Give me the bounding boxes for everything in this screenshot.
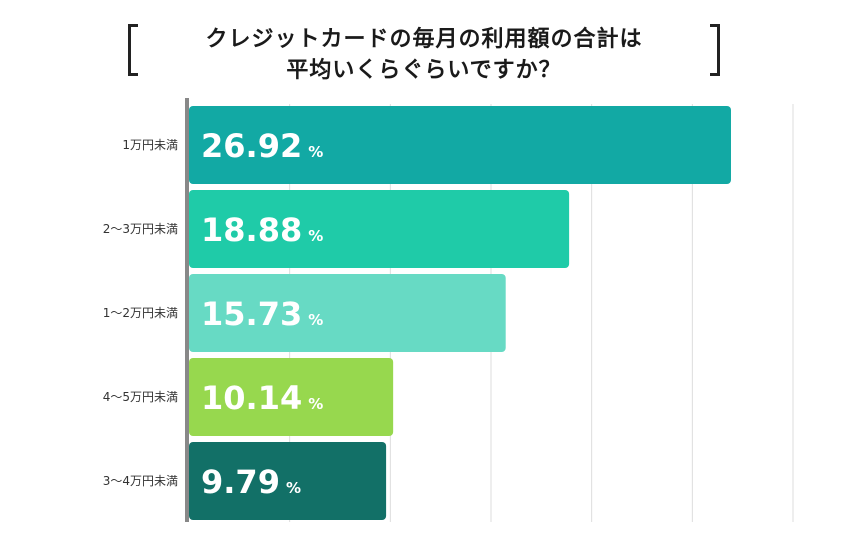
data-label-value: 15.73 [201, 295, 302, 333]
data-label: 10.14% [201, 379, 323, 417]
data-label-unit: % [308, 395, 323, 413]
bars: 26.92 %18.88 %15.73 %10.14 %9.79% [189, 106, 731, 520]
bar [189, 358, 394, 436]
category-label: 2〜3万円未満 [103, 222, 178, 236]
data-label: 18.88% [201, 211, 323, 249]
data-label-unit: % [308, 227, 323, 245]
data-label-value: 18.88 [201, 211, 302, 249]
chart-title: クレジットカードの毎月の利用額の合計は 平均いくらぐらいですか？ [205, 27, 643, 83]
data-label-unit: % [308, 311, 323, 329]
bar [189, 442, 387, 520]
data-label-value: 26.92 [201, 127, 302, 165]
data-label-unit: % [308, 143, 323, 161]
data-label-value: 10.14 [201, 379, 302, 417]
data-label: 26.92% [201, 127, 323, 165]
data-label: 9.79% [201, 463, 301, 501]
left-bracket [128, 24, 138, 76]
chart-title-block: クレジットカードの毎月の利用額の合計は 平均いくらぐらいですか？ [128, 24, 720, 86]
bar [189, 274, 506, 352]
category-label: 3〜4万円未満 [103, 474, 178, 488]
category-label: 4〜5万円未満 [103, 390, 178, 404]
right-bracket [710, 24, 720, 76]
category-labels: 1万円未満 2〜3万円未満 1〜2万円未満 4〜5万円未満 3〜4万円未満 [103, 138, 178, 488]
bar [189, 106, 731, 184]
bar [189, 190, 570, 268]
data-label: 15.73% [201, 295, 323, 333]
data-label-unit: % [286, 479, 301, 497]
category-label: 1〜2万円未満 [103, 306, 178, 320]
data-label-value: 9.79 [201, 463, 280, 501]
category-label: 1万円未満 [122, 138, 178, 152]
